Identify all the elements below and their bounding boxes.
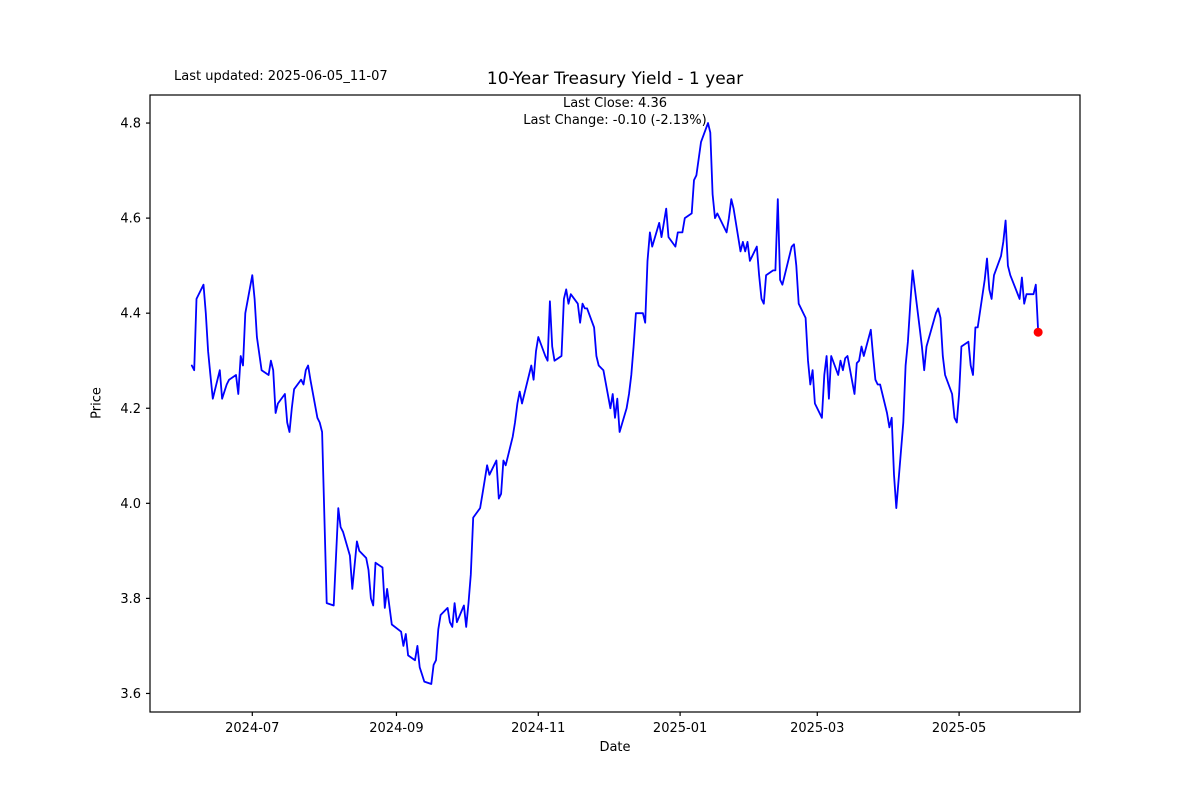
last-close-marker <box>1033 327 1043 337</box>
y-tick-label: 3.6 <box>120 687 141 702</box>
y-tick-label: 4.6 <box>120 212 141 227</box>
y-tick-label: 3.8 <box>120 592 141 607</box>
y-tick-label: 4.8 <box>120 117 141 132</box>
yield-line-series <box>190 122 1040 685</box>
x-tick-label: 2025-01 <box>653 721 707 736</box>
x-tick-label: 2025-05 <box>932 721 986 736</box>
last-updated-text: Last updated: 2025-06-05_11-07 <box>174 69 388 84</box>
x-tick-label: 2024-09 <box>369 721 423 736</box>
y-tick-label: 4.2 <box>120 402 141 417</box>
x-axis-label: Date <box>599 740 631 755</box>
y-tick-label: 4.4 <box>120 307 141 322</box>
tick-labels: 3.6 3.8 4.0 4.2 4.4 4.6 4.8 2024-07 2024-09 2024-… <box>120 117 986 736</box>
axis-ticks <box>146 122 960 716</box>
last-close-annotation: Last Close: 4.36 <box>562 96 668 111</box>
chart-title: 10-Year Treasury Yield - 1 year <box>486 69 744 89</box>
x-tick-label: 2024-11 <box>511 721 565 736</box>
x-tick-label: 2025-03 <box>790 721 844 736</box>
plot-border <box>149 94 1081 713</box>
last-change-annotation: Last Change: -0.10 (-2.13%) <box>523 113 707 128</box>
y-tick-label: 4.0 <box>120 497 141 512</box>
x-tick-label: 2024-07 <box>225 721 279 736</box>
